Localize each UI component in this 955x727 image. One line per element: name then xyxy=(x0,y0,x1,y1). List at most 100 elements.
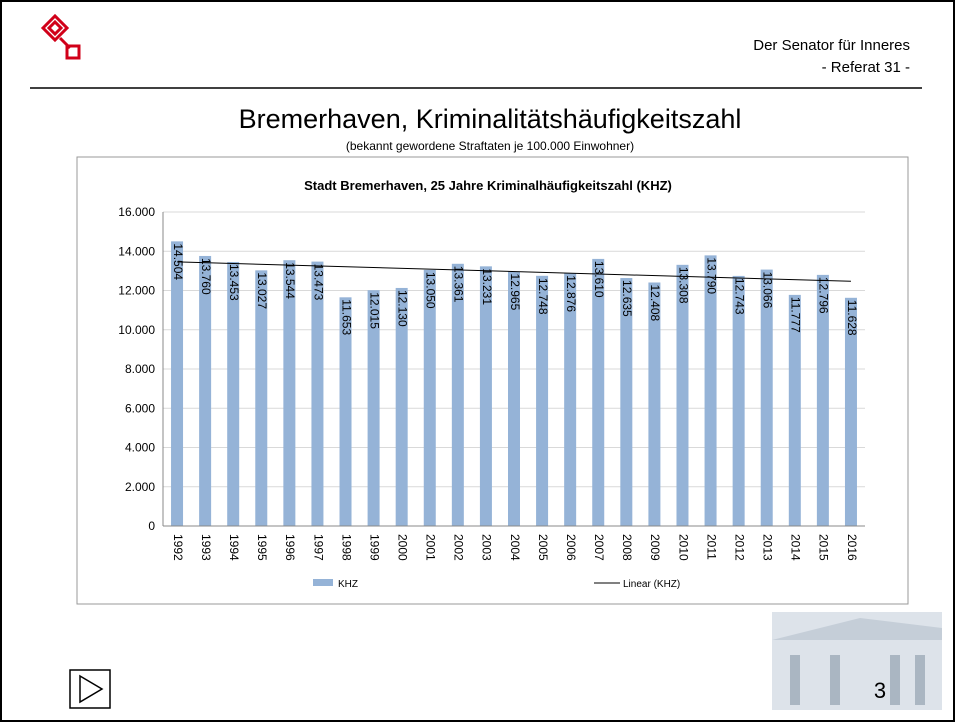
y-tick-label: 0 xyxy=(148,519,155,533)
y-tick-label: 2.000 xyxy=(125,480,155,494)
chart: 0 2.000 4.000 6.000 8.000 10.000 12.000 14.000 1… xyxy=(118,205,865,590)
x-tick-label: 2013 xyxy=(761,534,775,561)
bar xyxy=(844,297,857,526)
value-label: 11.777 xyxy=(789,297,803,333)
x-tick-label: 2006 xyxy=(564,534,578,561)
bar xyxy=(732,275,745,526)
bar xyxy=(704,255,717,526)
legend-label: Linear (KHZ) xyxy=(623,579,680,590)
value-label: 13.453 xyxy=(227,264,241,301)
page-number: 3 xyxy=(874,678,886,703)
x-tick-label: 1996 xyxy=(283,534,297,561)
building-roof xyxy=(772,618,942,640)
bar xyxy=(451,263,464,526)
header-line2: - Referat 31 - xyxy=(822,59,910,76)
x-tick-label: 2010 xyxy=(676,534,690,561)
building-window xyxy=(790,655,800,705)
x-tick-label: 2009 xyxy=(648,534,662,561)
bar xyxy=(479,266,492,526)
nav-arrow[interactable] xyxy=(79,674,104,704)
y-tick-label: 14.000 xyxy=(118,244,155,258)
x-tick-label: 2008 xyxy=(620,534,634,561)
x-tick-label: 1993 xyxy=(199,534,213,561)
y-tick-label: 4.000 xyxy=(125,441,155,455)
x-tick-label: 2016 xyxy=(845,534,859,561)
value-label: 12.743 xyxy=(732,278,746,315)
value-label: 13.050 xyxy=(424,272,438,309)
value-label: 12.876 xyxy=(564,275,578,312)
logo xyxy=(40,13,81,60)
bar xyxy=(760,269,773,526)
x-tick-label: 2004 xyxy=(508,534,522,561)
x-tick-label: 1992 xyxy=(171,534,185,561)
bar xyxy=(676,264,689,526)
legend-swatch xyxy=(313,579,333,586)
x-tick-label: 2012 xyxy=(732,534,746,561)
trend-line xyxy=(177,261,851,282)
bar xyxy=(199,255,212,526)
x-tick-label: 1999 xyxy=(367,534,381,561)
building-window xyxy=(915,655,925,705)
x-tick-label: 1994 xyxy=(227,534,241,561)
value-label: 13.473 xyxy=(311,264,325,301)
bar xyxy=(816,274,829,526)
nav-button[interactable] xyxy=(69,669,111,709)
value-label: 12.635 xyxy=(620,280,634,317)
x-tick-label: 2002 xyxy=(452,534,466,561)
bar xyxy=(367,290,380,526)
value-label: 13.544 xyxy=(283,262,297,299)
bar xyxy=(564,273,577,526)
bar xyxy=(648,282,661,526)
value-label: 11.628 xyxy=(845,300,859,336)
value-label: 12.408 xyxy=(648,284,662,321)
value-label: 12.130 xyxy=(396,290,410,327)
x-tick-label: 2000 xyxy=(396,534,410,561)
value-label: 13.066 xyxy=(761,272,775,309)
x-tick-label: 2003 xyxy=(480,534,494,561)
y-tick-label: 12.000 xyxy=(118,284,155,298)
building-window xyxy=(830,655,840,705)
legend-label: KHZ xyxy=(338,579,358,590)
value-label: 13.231 xyxy=(480,268,494,305)
value-label: 13.308 xyxy=(676,267,690,304)
y-tick-label: 16.000 xyxy=(118,205,155,219)
building-window xyxy=(890,655,900,705)
y-tick-label: 6.000 xyxy=(125,401,155,415)
bar xyxy=(171,241,184,526)
bar xyxy=(592,258,605,526)
slide-subtitle: (bekannt gewordene Straftaten je 100.000… xyxy=(346,139,634,153)
value-label: 12.796 xyxy=(817,277,831,314)
value-label: 12.015 xyxy=(367,292,381,329)
x-tick-label: 2015 xyxy=(817,534,831,561)
value-label: 13.361 xyxy=(452,266,466,303)
x-tick-label: 2001 xyxy=(424,534,438,561)
x-tick-label: 2014 xyxy=(789,534,803,561)
value-label: 13.027 xyxy=(255,272,269,309)
x-tick-label: 2005 xyxy=(536,534,550,561)
bar xyxy=(255,270,268,526)
x-tick-label: 2011 xyxy=(704,534,718,560)
chart-title: Stadt Bremerhaven, 25 Jahre Kriminalhäuf… xyxy=(304,178,672,193)
bar xyxy=(508,271,520,526)
value-label: 13.760 xyxy=(199,258,213,295)
value-label: 11.653 xyxy=(339,299,353,335)
bar xyxy=(227,261,240,526)
value-label: 12.965 xyxy=(508,274,522,311)
slide-title: Bremerhaven, Kriminalitätshäufigkeitszah… xyxy=(239,104,742,134)
y-tick-label: 8.000 xyxy=(125,362,155,376)
bar xyxy=(423,269,436,526)
bar xyxy=(395,287,408,526)
x-tick-label: 2007 xyxy=(592,534,606,561)
y-tick-label: 10.000 xyxy=(118,323,155,337)
x-tick-label: 1997 xyxy=(311,534,325,561)
building-image xyxy=(772,612,942,710)
bar xyxy=(536,275,549,526)
value-label: 12.748 xyxy=(536,278,550,315)
bar xyxy=(311,261,324,526)
header-line1: Der Senator für Inneres xyxy=(753,37,910,54)
value-label: 13.610 xyxy=(592,261,606,298)
bar xyxy=(620,278,633,526)
x-tick-label: 1998 xyxy=(339,534,353,561)
